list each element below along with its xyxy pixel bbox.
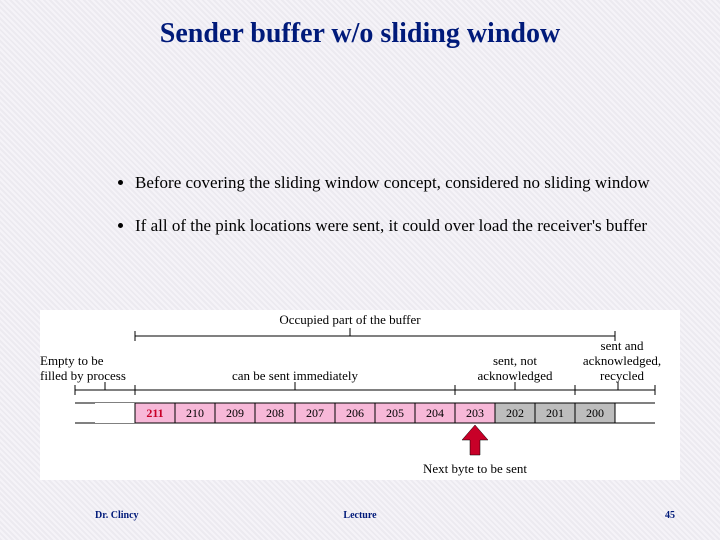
footer-page: 45 [665, 510, 675, 521]
sent-notack-label-1: sent, not [493, 353, 537, 368]
slide-footer: Dr. Clincy Lecture 45 [0, 510, 720, 528]
buffer-diagram: 211 210 209 208 207 206 205 204 203 202 … [40, 310, 680, 480]
can-send-label: can be sent immediately [232, 368, 358, 383]
cell-label: 210 [186, 406, 204, 420]
footer-title: Lecture [0, 510, 720, 521]
occupied-label: Occupied part of the buffer [279, 312, 421, 327]
sent-ack-label-3: recycled [600, 368, 645, 383]
sent-notack-label-2: acknowledged [477, 368, 553, 383]
bullet-item: If all of the pink locations were sent, … [135, 215, 695, 236]
cell-label: 204 [426, 406, 444, 420]
cell-label: 201 [546, 406, 564, 420]
slide-title: Sender buffer w/o sliding window [0, 18, 720, 50]
bullet-list: Before covering the sliding window conce… [95, 172, 695, 259]
next-byte-arrow-icon [462, 425, 488, 455]
cell-label: 209 [226, 406, 244, 420]
sent-ack-label-1: sent and [601, 338, 644, 353]
cell-label: 207 [306, 406, 324, 420]
cell-label: 208 [266, 406, 284, 420]
cell-label: 200 [586, 406, 604, 420]
empty-label-1: Empty to be [40, 353, 104, 368]
bullet-item: Before covering the sliding window conce… [135, 172, 695, 193]
next-byte-label: Next byte to be sent [423, 461, 527, 476]
cell-label: 203 [466, 406, 484, 420]
cell-label: 202 [506, 406, 524, 420]
sent-ack-label-2: acknowledged, [583, 353, 661, 368]
empty-label-2: filled by process [40, 368, 126, 383]
cell-label: 205 [386, 406, 404, 420]
cell-label: 206 [346, 406, 364, 420]
cell-label: 211 [146, 406, 163, 420]
